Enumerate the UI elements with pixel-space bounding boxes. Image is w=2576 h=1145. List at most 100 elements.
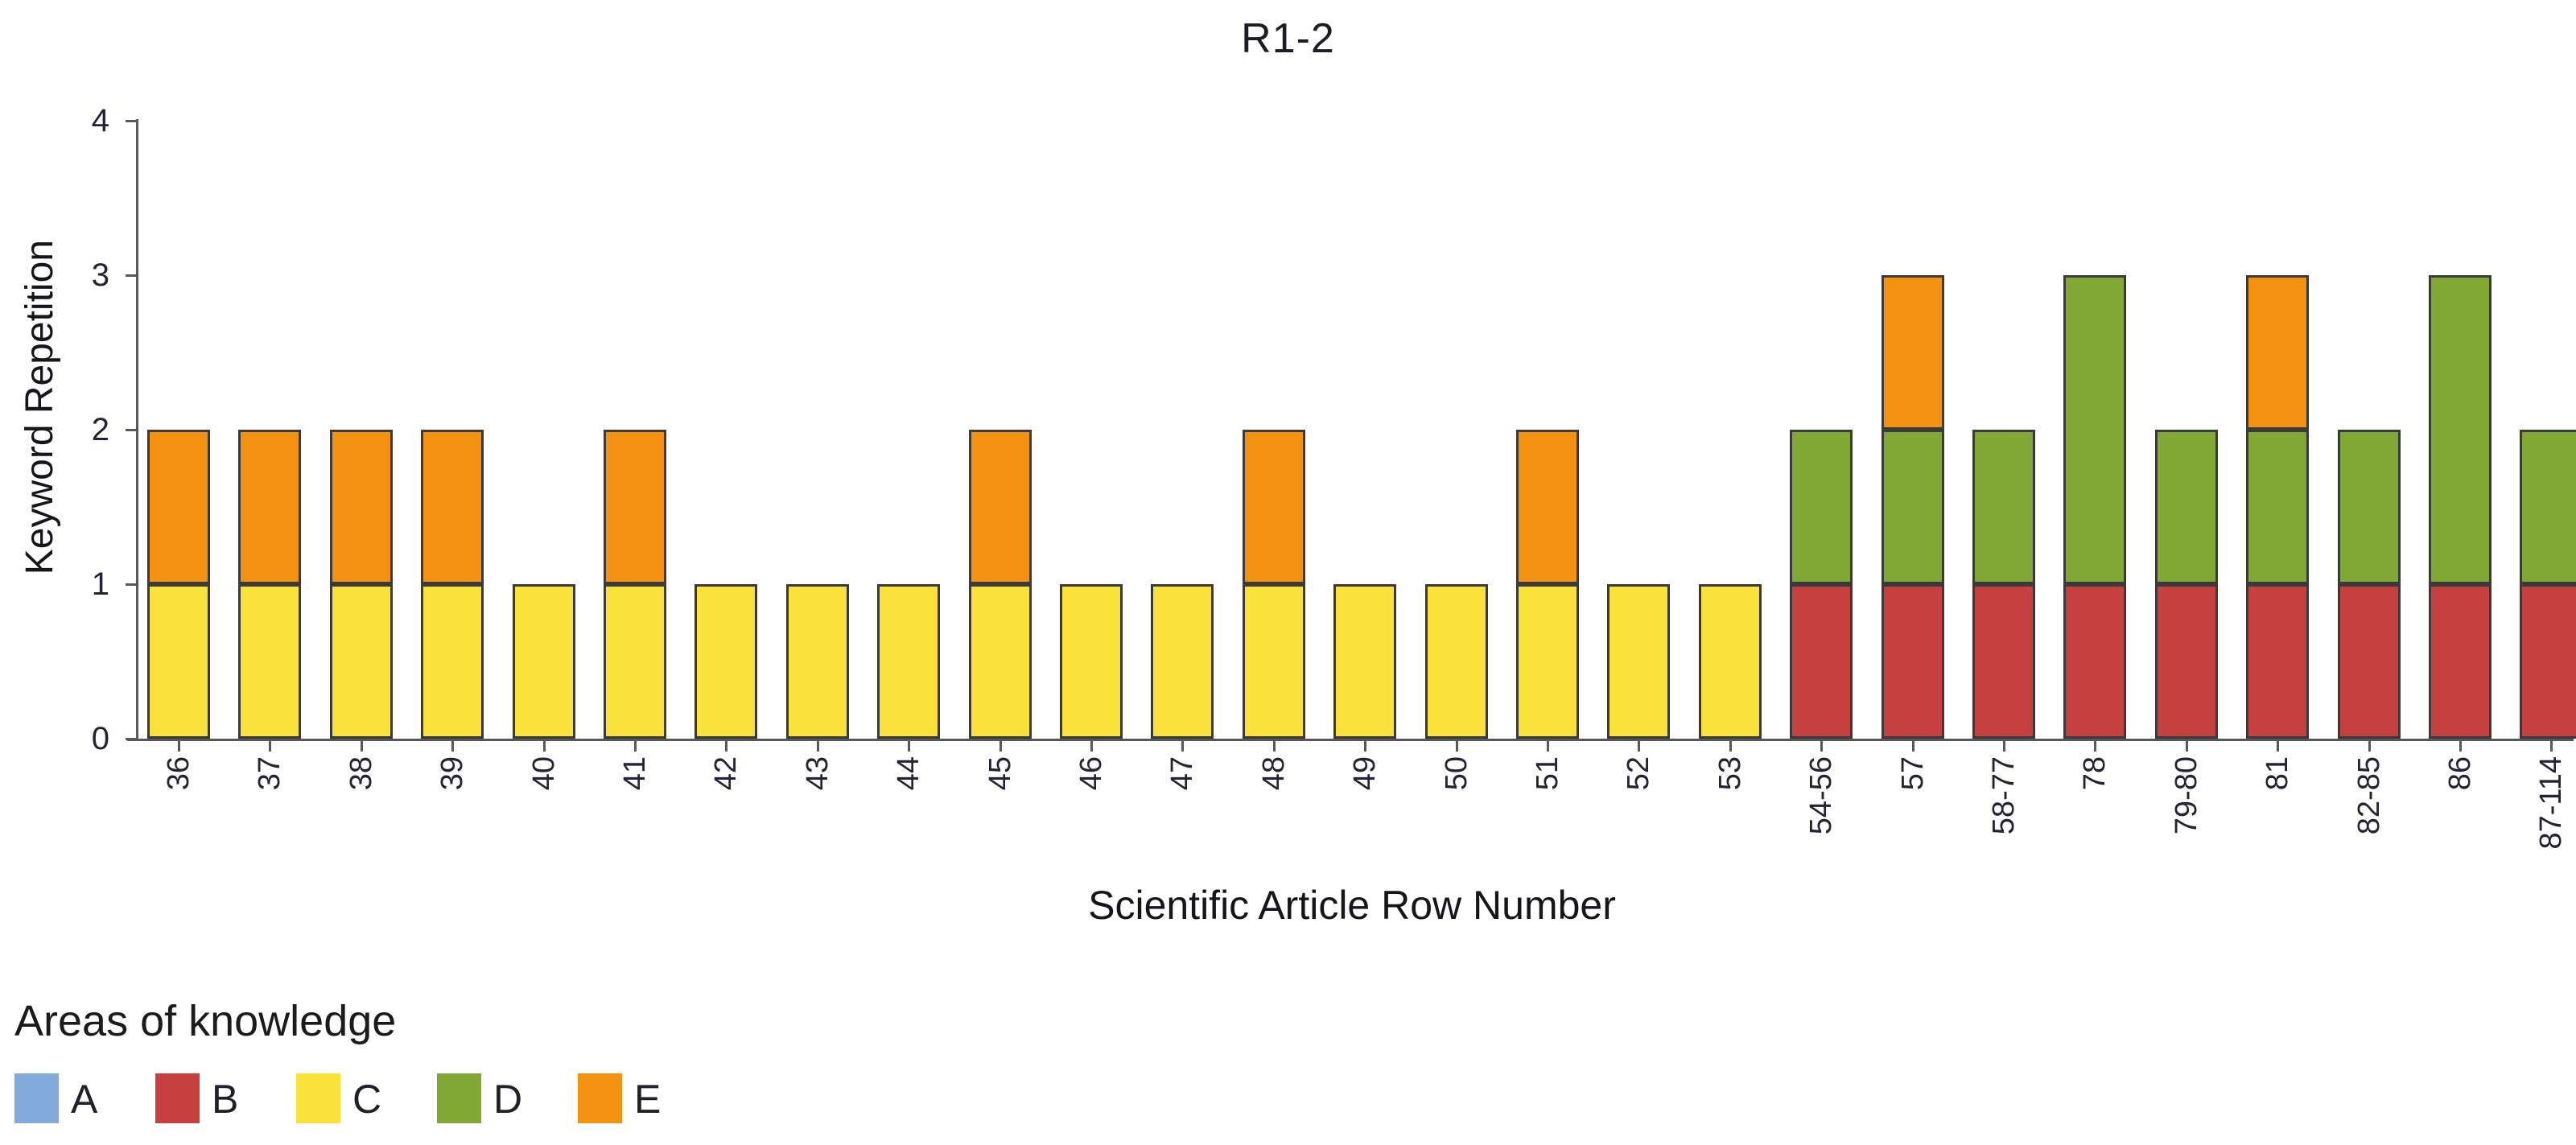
legend-swatch-D — [437, 1073, 481, 1123]
bar-39-segment-C — [421, 584, 484, 739]
bar-52-segment-C — [1607, 584, 1671, 739]
x-tick — [1090, 741, 1093, 752]
x-tick-label: 38 — [344, 756, 378, 791]
x-tick-label: 78 — [2078, 756, 2112, 791]
x-tick — [1911, 741, 1914, 752]
x-tick-label: 41 — [618, 756, 652, 791]
y-tick — [126, 583, 136, 586]
x-axis-line — [127, 739, 2574, 741]
bar-41-segment-E — [604, 430, 666, 584]
bar-81-segment-B — [2246, 584, 2310, 739]
bar-82-85-segment-D — [2337, 430, 2401, 584]
y-tick-label: 1 — [91, 566, 109, 602]
x-tick-label: 43 — [800, 756, 835, 791]
bar-82-85-segment-B — [2337, 584, 2401, 739]
x-tick-label: 49 — [1348, 756, 1383, 791]
legend-label-E: E — [634, 1077, 662, 1122]
legend-swatch-C — [296, 1073, 340, 1123]
bar-57-segment-D — [1881, 430, 1944, 584]
bar-81-segment-D — [2246, 430, 2310, 584]
bar-49-segment-C — [1333, 584, 1397, 739]
bar-36-segment-E — [147, 430, 210, 584]
x-tick-label: 58-77 — [1987, 756, 2021, 835]
x-tick-label: 39 — [435, 756, 470, 791]
x-tick — [1364, 741, 1367, 752]
x-tick — [1272, 741, 1276, 752]
bar-47-segment-C — [1151, 584, 1214, 739]
bar-81-segment-E — [2246, 275, 2310, 430]
bar-78-segment-B — [2063, 584, 2127, 739]
y-tick-label: 0 — [91, 721, 109, 756]
x-tick — [1729, 741, 1732, 752]
bar-86-segment-D — [2429, 275, 2492, 584]
bar-58-77-segment-D — [1972, 430, 2035, 584]
bar-79-80-segment-B — [2154, 584, 2218, 739]
x-tick-label: 53 — [1713, 756, 1747, 791]
x-tick-label: 40 — [526, 756, 561, 791]
x-tick — [1455, 741, 1458, 752]
x-tick-label: 87-114 — [2534, 756, 2569, 850]
x-tick — [2550, 741, 2553, 752]
x-tick — [908, 741, 911, 752]
legend-label-C: C — [352, 1077, 382, 1122]
x-tick-label: 36 — [162, 756, 196, 791]
x-tick — [634, 741, 637, 752]
bar-41-segment-C — [604, 584, 666, 739]
x-tick — [2277, 741, 2280, 752]
x-axis-title: Scientific Article Row Number — [1088, 883, 1616, 928]
bar-53-segment-C — [1698, 584, 1762, 739]
bar-46-segment-C — [1060, 584, 1123, 739]
bar-48-segment-C — [1242, 584, 1305, 739]
bar-51-segment-E — [1516, 430, 1579, 584]
bar-38-segment-E — [329, 430, 393, 584]
x-tick-label: 46 — [1074, 756, 1108, 791]
bar-78-segment-D — [2063, 275, 2127, 584]
legend-label-D: D — [493, 1077, 523, 1122]
x-tick-label: 81 — [2261, 756, 2295, 791]
bar-86-segment-B — [2429, 584, 2492, 739]
x-tick — [1820, 741, 1824, 752]
x-tick-label: 47 — [1165, 756, 1200, 791]
x-tick — [178, 741, 180, 752]
x-tick — [2185, 741, 2188, 752]
y-tick-label: 4 — [91, 103, 109, 138]
x-tick-label: 48 — [1256, 756, 1291, 791]
x-tick-label: 54-56 — [1804, 756, 1839, 835]
x-tick — [269, 741, 272, 752]
x-tick-label: 57 — [1895, 756, 1930, 791]
legend-label-B: B — [212, 1077, 239, 1122]
legend-title: Areas of knowledge — [14, 997, 397, 1045]
x-tick-label: 44 — [892, 756, 926, 791]
x-tick — [2003, 741, 2005, 752]
bar-87-114-segment-B — [2520, 584, 2576, 739]
bar-43-segment-C — [785, 584, 849, 739]
bar-37-segment-E — [238, 430, 302, 584]
x-tick-label: 86 — [2443, 756, 2477, 791]
x-tick — [451, 741, 455, 752]
x-tick-label: 37 — [253, 756, 287, 791]
legend-label-A: A — [71, 1077, 98, 1122]
x-tick — [1547, 741, 1549, 752]
bar-45-segment-E — [968, 430, 1032, 584]
y-tick — [126, 738, 136, 740]
x-tick — [542, 741, 546, 752]
bar-42-segment-C — [694, 584, 758, 739]
bar-39-segment-E — [421, 430, 484, 584]
x-tick — [2368, 741, 2371, 752]
x-tick-label: 51 — [1531, 756, 1564, 791]
bar-40-segment-C — [512, 584, 575, 739]
x-tick — [816, 741, 819, 752]
x-tick-label: 82-85 — [2351, 756, 2386, 835]
x-tick-label: 42 — [709, 756, 744, 791]
bar-58-77-segment-B — [1972, 584, 2035, 739]
bar-57-segment-B — [1881, 584, 1944, 739]
x-tick — [2459, 741, 2462, 752]
y-tick-label: 3 — [91, 257, 109, 293]
bar-37-segment-C — [238, 584, 302, 739]
bar-79-80-segment-D — [2154, 430, 2218, 584]
y-axis-line — [136, 119, 138, 741]
chart-title: R1-2 — [1241, 15, 1335, 62]
bar-57-segment-E — [1881, 275, 1944, 430]
x-tick-label: 79-80 — [2169, 756, 2203, 835]
